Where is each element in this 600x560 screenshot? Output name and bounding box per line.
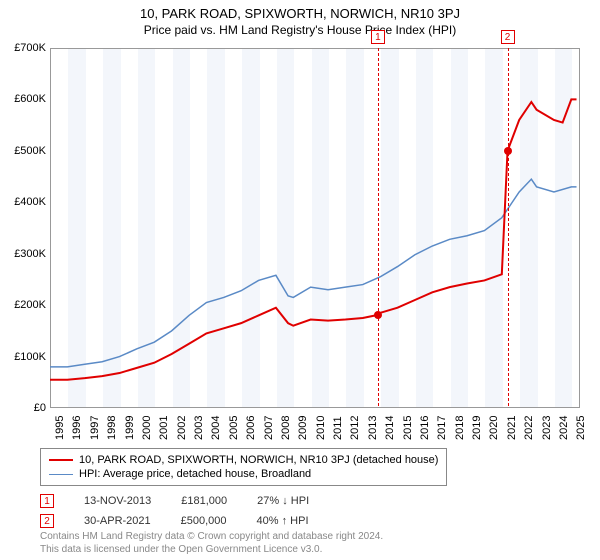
y-axis-label: £600K: [14, 93, 46, 105]
y-axis-label: £300K: [14, 248, 46, 260]
legend-label: HPI: Average price, detached house, Broa…: [79, 468, 311, 480]
x-axis-label: 2009: [297, 416, 309, 440]
x-axis-label: 1996: [71, 416, 83, 440]
x-axis-label: 2019: [471, 416, 483, 440]
chart-lines: [50, 48, 580, 408]
x-axis-label: 2000: [141, 416, 153, 440]
marker-dot-icon: [504, 147, 512, 155]
x-axis-label: 2003: [193, 416, 205, 440]
chart: £0£100K£200K£300K£400K£500K£600K£700K199…: [50, 48, 580, 408]
legend-label: 10, PARK ROAD, SPIXWORTH, NORWICH, NR10 …: [79, 454, 438, 466]
x-axis-label: 1997: [89, 416, 101, 440]
x-axis-label: 2011: [332, 416, 344, 440]
x-axis-label: 2022: [523, 416, 535, 440]
marker-dot-icon: [374, 311, 382, 319]
x-axis-label: 2024: [558, 416, 570, 440]
x-axis-label: 2013: [367, 416, 379, 440]
event-row: 1 13-NOV-2013 £181,000 27% ↓ HPI: [40, 494, 309, 508]
y-axis-label: £0: [34, 402, 46, 414]
legend-item: 10, PARK ROAD, SPIXWORTH, NORWICH, NR10 …: [49, 453, 438, 467]
x-axis-label: 2006: [245, 416, 257, 440]
marker-box-icon: 2: [501, 30, 515, 44]
marker-box-icon: 1: [371, 30, 385, 44]
x-axis-label: 2015: [402, 416, 414, 440]
x-axis-label: 2021: [506, 416, 518, 440]
legend-line-icon: [49, 474, 73, 475]
series-hpi: [50, 179, 577, 367]
event-delta: 27% ↓ HPI: [257, 495, 309, 507]
x-axis-label: 2020: [488, 416, 500, 440]
x-axis-label: 2016: [419, 416, 431, 440]
legend-item: HPI: Average price, detached house, Broa…: [49, 467, 438, 481]
event-date: 13-NOV-2013: [84, 495, 151, 507]
legend: 10, PARK ROAD, SPIXWORTH, NORWICH, NR10 …: [40, 448, 447, 486]
x-axis-label: 2002: [176, 416, 188, 440]
y-axis-label: £700K: [14, 42, 46, 54]
y-axis-label: £100K: [14, 351, 46, 363]
x-axis-label: 2008: [280, 416, 292, 440]
footer-line: Contains HM Land Registry data © Crown c…: [40, 530, 383, 543]
x-axis-label: 2012: [349, 416, 361, 440]
event-marker-icon: 1: [40, 494, 54, 508]
series-property: [50, 99, 577, 379]
x-axis-label: 2004: [210, 416, 222, 440]
event-price: £181,000: [181, 495, 227, 507]
x-axis-label: 2018: [454, 416, 466, 440]
x-axis-label: 1995: [54, 416, 66, 440]
y-axis-label: £500K: [14, 145, 46, 157]
event-date: 30-APR-2021: [84, 515, 151, 527]
event-price: £500,000: [181, 515, 227, 527]
event-delta: 40% ↑ HPI: [257, 515, 309, 527]
page-title: 10, PARK ROAD, SPIXWORTH, NORWICH, NR10 …: [0, 0, 600, 21]
marker-vline: [378, 48, 379, 406]
x-axis-label: 2010: [315, 416, 327, 440]
x-axis-label: 2023: [541, 416, 553, 440]
x-axis-label: 2014: [384, 416, 396, 440]
marker-vline: [508, 48, 509, 406]
footer-line: This data is licensed under the Open Gov…: [40, 543, 383, 556]
x-axis-label: 2007: [263, 416, 275, 440]
x-axis-label: 2025: [575, 416, 587, 440]
event-marker-icon: 2: [40, 514, 54, 528]
legend-line-icon: [49, 459, 73, 461]
y-axis-label: £400K: [14, 196, 46, 208]
x-axis-label: 2017: [436, 416, 448, 440]
x-axis-label: 1999: [124, 416, 136, 440]
event-row: 2 30-APR-2021 £500,000 40% ↑ HPI: [40, 514, 309, 528]
footer-text: Contains HM Land Registry data © Crown c…: [40, 530, 383, 556]
x-axis-label: 2001: [158, 416, 170, 440]
x-axis-label: 2005: [228, 416, 240, 440]
x-axis-label: 1998: [106, 416, 118, 440]
y-axis-label: £200K: [14, 299, 46, 311]
